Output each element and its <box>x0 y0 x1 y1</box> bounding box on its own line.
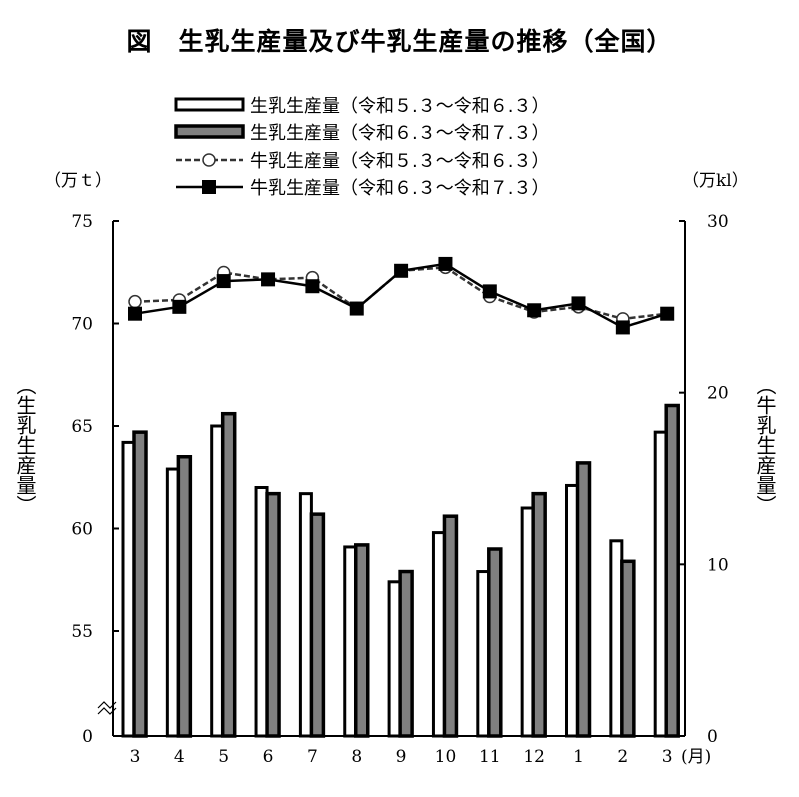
x-tick-label: 5 <box>218 747 229 767</box>
point-r6 <box>172 299 187 314</box>
x-tick-label: 8 <box>351 747 362 767</box>
bar-r6 <box>309 512 326 738</box>
point-r6 <box>305 279 320 294</box>
legend-label: 生乳生産量（令和６.３～令和７.３） <box>250 123 549 144</box>
legend-square-icon <box>202 180 216 194</box>
x-tick-label: 4 <box>174 747 185 767</box>
bar-r6 <box>442 514 459 738</box>
legend-swatch-r6-bar <box>174 124 245 139</box>
point-r6 <box>349 301 364 316</box>
left-tick-label: 65 <box>71 417 93 437</box>
point-r6 <box>394 263 409 278</box>
point-r6 <box>660 306 675 321</box>
legend-label: 生乳生産量（令和５.３～令和６.３） <box>250 96 549 117</box>
x-tick-label: 6 <box>263 747 274 767</box>
bar-r6 <box>664 403 680 738</box>
x-tick-label: 3 <box>130 747 141 767</box>
legend-swatch-r5-bar <box>174 97 245 112</box>
left-tick-label: 60 <box>71 520 93 540</box>
bar-r6 <box>220 411 237 738</box>
bar-r6 <box>176 455 193 738</box>
right-tick-label: 20 <box>707 384 729 404</box>
bar-r6 <box>132 430 148 738</box>
x-tick-label: 7 <box>307 747 318 767</box>
left-tick-label: 75 <box>71 212 93 232</box>
point-r6 <box>527 303 542 318</box>
axis-break-icon <box>97 701 117 715</box>
bar-r6 <box>354 543 370 738</box>
bar-r6 <box>398 569 414 738</box>
bar-r6 <box>487 547 503 738</box>
bar-r6 <box>531 491 547 738</box>
left-tick-label: 0 <box>82 727 93 747</box>
x-unit-label: (月) <box>681 747 711 767</box>
x-tick-label: 10 <box>435 747 457 767</box>
x-tick-label: 9 <box>396 747 407 767</box>
left-unit-label: （万ｔ） <box>44 171 112 191</box>
x-tick-label: 12 <box>523 747 545 767</box>
x-tick-label: 1 <box>573 747 584 767</box>
right-unit-label: （万kl） <box>682 171 749 191</box>
bar-r6 <box>575 461 592 738</box>
point-r6 <box>216 274 231 289</box>
left-axis-label: （生乳生産量） <box>13 375 37 515</box>
legend-label: 牛乳生産量（令和６.３～令和７.３） <box>250 178 549 199</box>
point-r6 <box>615 320 630 335</box>
right-tick-label: 0 <box>707 727 718 747</box>
left-tick-label: 55 <box>71 622 93 642</box>
x-tick-label: 3 <box>662 747 673 767</box>
bar-r6 <box>620 559 636 738</box>
point-r6 <box>261 272 276 287</box>
point-r6 <box>128 306 142 321</box>
point-r5 <box>128 294 142 309</box>
legend-label: 牛乳生産量（令和５.３～令和６.３） <box>250 151 549 172</box>
point-r6 <box>438 256 453 271</box>
right-axis-label: （牛乳生産量） <box>753 375 777 515</box>
left-tick-label: 70 <box>71 315 93 335</box>
chart-title: 図 生乳生産量及び牛乳生産量の推移（全国） <box>126 27 673 56</box>
point-r6 <box>571 296 586 311</box>
legend-circle-icon <box>202 153 216 167</box>
x-tick-label: 11 <box>479 747 501 767</box>
x-tick-label: 2 <box>617 747 628 767</box>
right-tick-label: 10 <box>707 555 729 575</box>
right-tick-label: 30 <box>707 212 729 232</box>
point-r6 <box>482 284 497 299</box>
bar-r6 <box>265 491 281 738</box>
